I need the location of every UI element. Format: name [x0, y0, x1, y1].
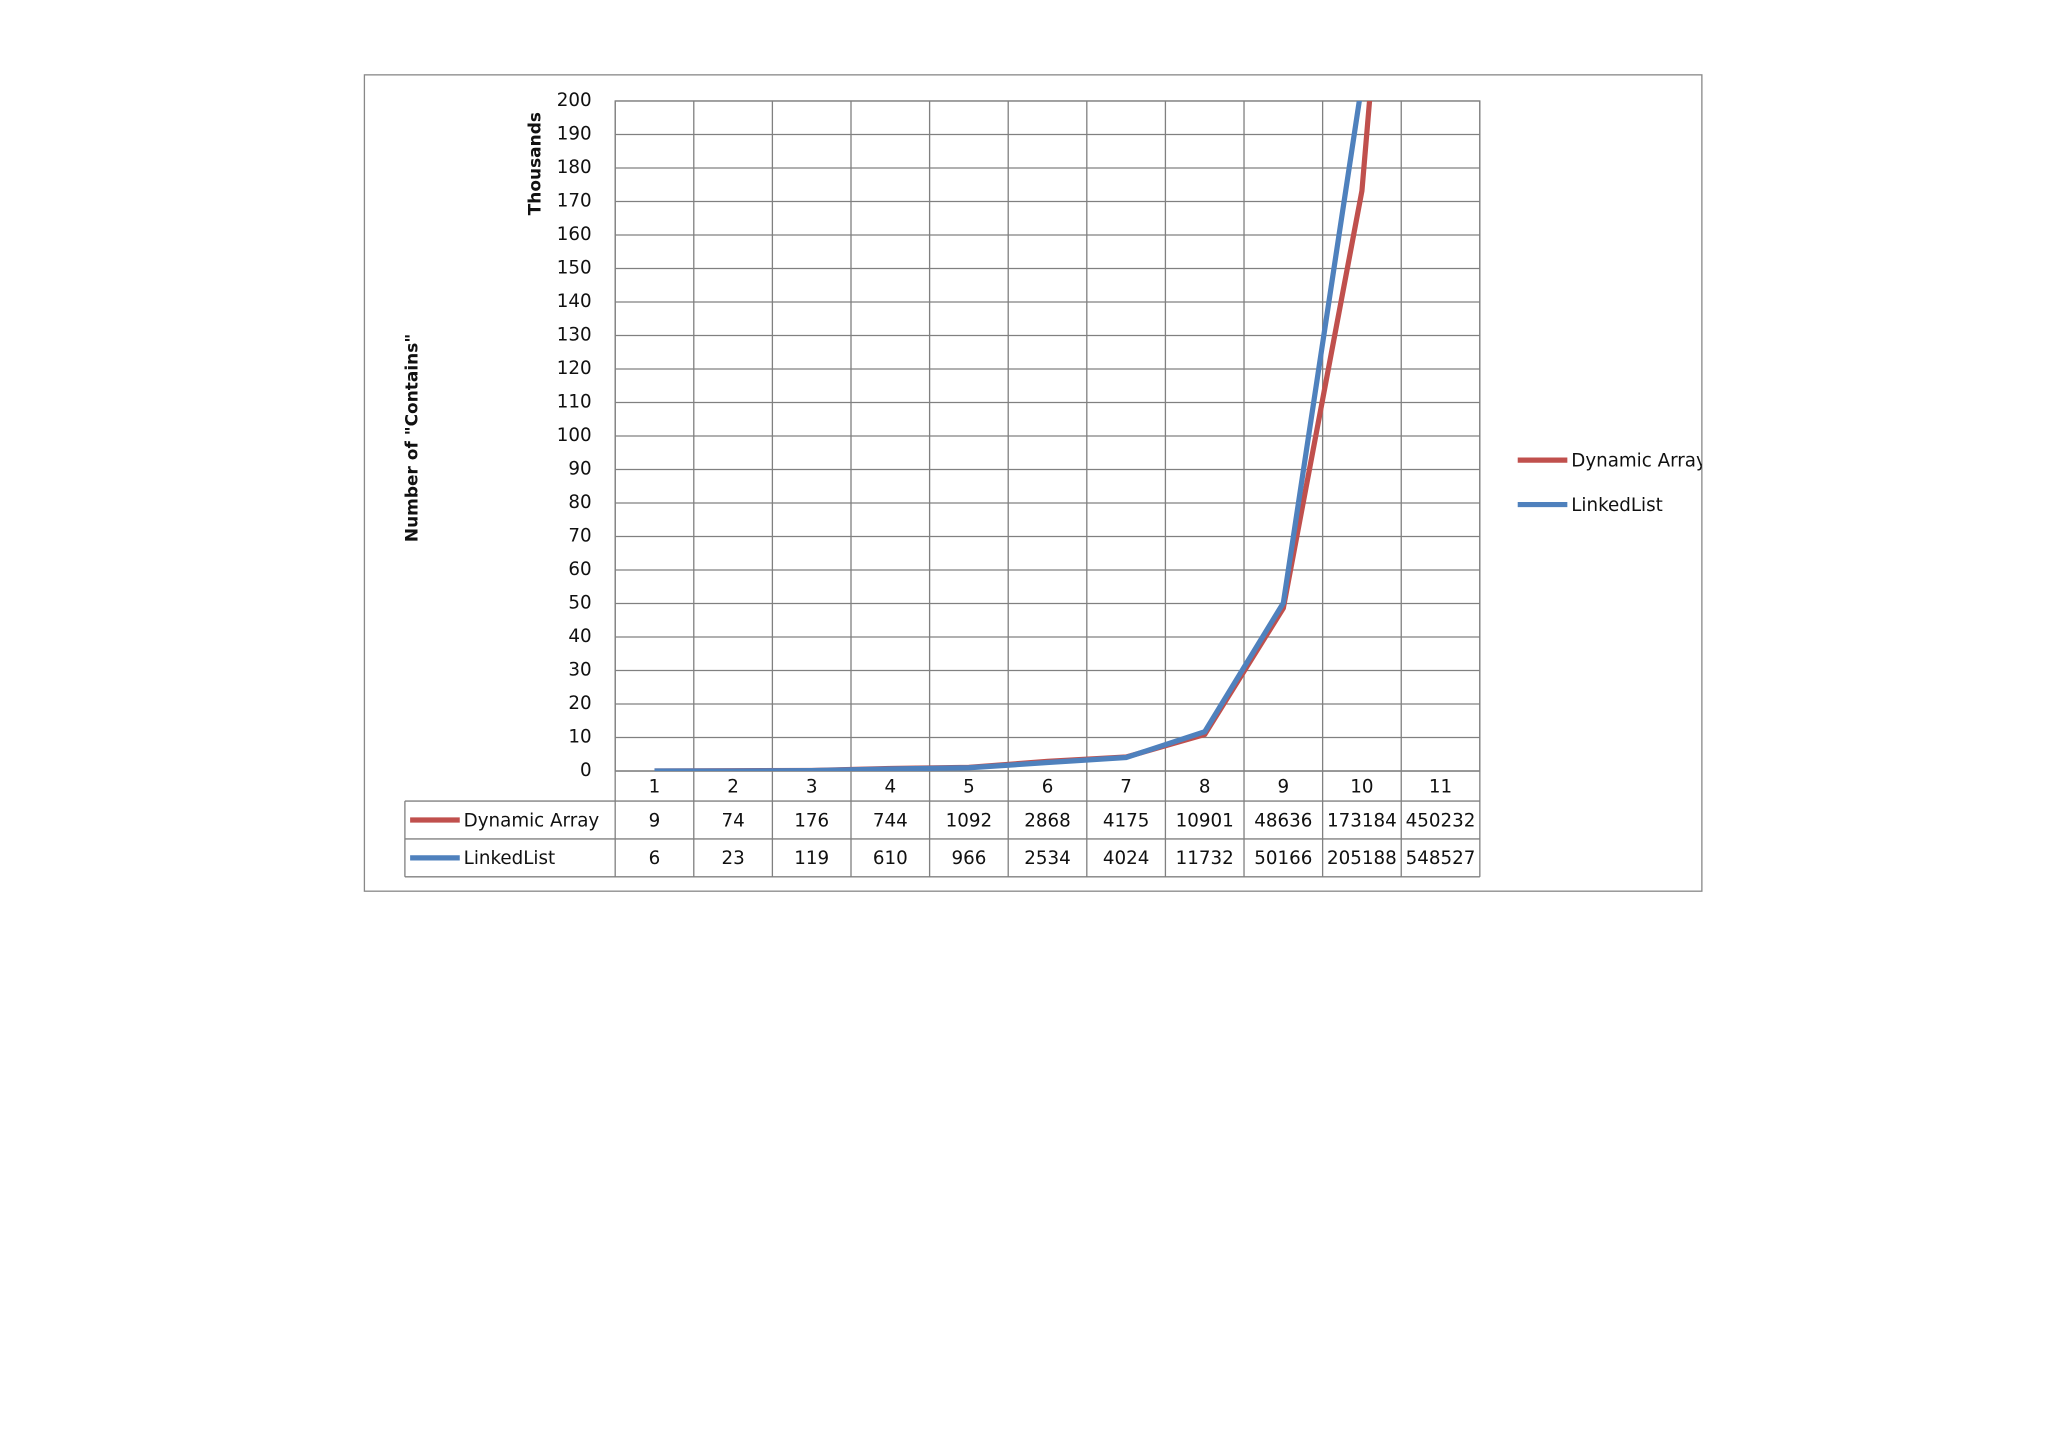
table-cell: 50166 [1254, 848, 1312, 869]
legend-label: Dynamic Array [1571, 450, 1707, 471]
y-tick-label: 120 [557, 358, 592, 379]
y-tick-label: 50 [568, 593, 591, 614]
x-tick-label: 10 [1350, 776, 1373, 797]
table-row-label: LinkedList [464, 848, 556, 869]
table-cell: 176 [794, 810, 829, 831]
x-tick-label: 9 [1278, 776, 1290, 797]
table-cell: 119 [794, 848, 829, 869]
y-tick-label: 140 [557, 291, 592, 312]
table-cell: 4024 [1103, 848, 1150, 869]
table-cell: 966 [951, 848, 986, 869]
table-cell: 6 [649, 848, 661, 869]
table-cell: 205188 [1327, 848, 1397, 869]
table-cell: 1092 [946, 810, 993, 831]
y-tick-label: 20 [568, 693, 591, 714]
table-cell: 610 [873, 848, 908, 869]
table-cell: 450232 [1406, 810, 1476, 831]
y-tick-label: 110 [557, 391, 592, 412]
chart-border [363, 74, 1703, 892]
table-row-label: Dynamic Array [464, 810, 600, 831]
table-cell: 11732 [1176, 848, 1234, 869]
table-cell: 744 [873, 810, 908, 831]
y-tick-label: 150 [557, 257, 592, 278]
x-tick-label: 2 [727, 776, 739, 797]
x-tick-label: 5 [963, 776, 975, 797]
table-cell: 48636 [1254, 810, 1312, 831]
y-tick-label: 80 [568, 492, 591, 513]
y-tick-label: 0 [580, 760, 592, 781]
y-tick-label: 70 [568, 526, 591, 547]
y-tick-label: 40 [568, 626, 591, 647]
y-tick-label: 160 [557, 224, 592, 245]
table-cell: 74 [721, 810, 744, 831]
y-tick-label: 190 [557, 123, 592, 144]
table-cell: 9 [649, 810, 661, 831]
table-cell: 4175 [1103, 810, 1150, 831]
y-tick-label: 90 [568, 459, 591, 480]
table-cell: 173184 [1327, 810, 1397, 831]
y-tick-label: 180 [557, 157, 592, 178]
table-cell: 2868 [1024, 810, 1071, 831]
x-tick-label: 3 [806, 776, 818, 797]
x-tick-label: 7 [1120, 776, 1132, 797]
y-tick-label: 100 [557, 425, 592, 446]
y-tick-label: 10 [568, 727, 591, 748]
table-cell: 548527 [1406, 848, 1476, 869]
legend-label: LinkedList [1571, 495, 1663, 516]
y-axis-unit-label: Thousands [526, 112, 546, 215]
y-axis-label: Number of "Contains" [403, 334, 423, 542]
table-cell: 2534 [1024, 848, 1071, 869]
y-tick-label: 30 [568, 660, 591, 681]
data-line [654, 100, 1362, 772]
table-cell: 23 [721, 848, 744, 869]
y-tick-label: 170 [557, 190, 592, 211]
table-cell: 10901 [1176, 810, 1234, 831]
x-tick-label: 11 [1429, 776, 1452, 797]
y-tick-label: 130 [557, 324, 592, 345]
y-tick-label: 60 [568, 559, 591, 580]
x-tick-label: 4 [884, 776, 896, 797]
x-tick-label: 8 [1199, 776, 1211, 797]
plot-area [654, 100, 1373, 772]
legend: Dynamic Array LinkedList [1517, 450, 1707, 516]
x-tick-label: 6 [1042, 776, 1054, 797]
plot-border [614, 100, 1481, 772]
x-tick-label: 1 [649, 776, 661, 797]
y-tick-label: 200 [557, 90, 592, 111]
